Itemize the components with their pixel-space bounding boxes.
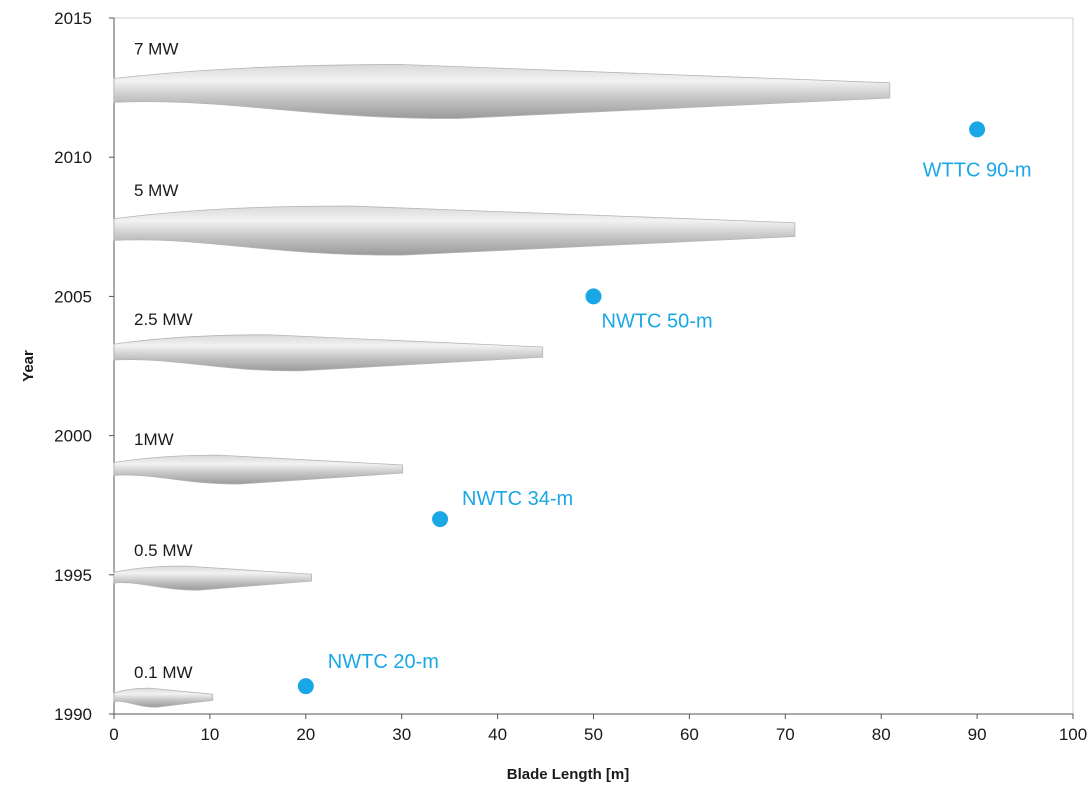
- x-tick-label: 10: [200, 725, 219, 744]
- data-point: [969, 121, 986, 138]
- x-axis-title: Blade Length [m]: [507, 766, 630, 783]
- blade-shape: [113, 565, 312, 591]
- data-point-label: NWTC 50-m: [602, 310, 713, 332]
- y-axis-ticks: 1990 1995 2000 2005 2010 2015: [54, 9, 114, 724]
- blade-label: 2.5 MW: [134, 310, 193, 329]
- blade-shape: [113, 205, 796, 256]
- data-point-label: WTTC 90-m: [923, 159, 1032, 181]
- x-tick-label: 20: [296, 725, 315, 744]
- blade-label: 7 MW: [134, 39, 178, 58]
- x-tick-label: 50: [584, 725, 603, 744]
- data-points: NWTC 20-m NWTC 34-m NWTC 50-m WTTC 90-m: [297, 121, 1032, 695]
- x-tick-label: 80: [872, 725, 891, 744]
- blade-shape: [113, 454, 404, 485]
- y-axis-title: Year: [20, 350, 37, 382]
- x-tick-label: 100: [1059, 725, 1087, 744]
- blade-shape: [113, 334, 544, 372]
- blade-label: 5 MW: [134, 181, 178, 200]
- y-tick-label: 2015: [54, 9, 92, 28]
- x-tick-label: 30: [392, 725, 411, 744]
- x-tick-label: 70: [776, 725, 795, 744]
- data-point-label: NWTC 20-m: [328, 651, 439, 673]
- y-tick-label: 2000: [54, 427, 92, 446]
- y-tick-label: 2005: [54, 287, 92, 306]
- x-tick-label: 60: [680, 725, 699, 744]
- y-tick-label: 2010: [54, 148, 92, 167]
- blade-label: 0.1 MW: [134, 663, 193, 682]
- blade-shape: [113, 64, 891, 119]
- x-tick-label: 90: [968, 725, 987, 744]
- data-point: [432, 511, 449, 528]
- x-axis-ticks: 0 10 20 30 40 50 60 70 80 90 100: [109, 714, 1087, 744]
- x-tick-label: 0: [109, 725, 118, 744]
- blade-label: 0.5 MW: [134, 541, 193, 560]
- data-point: [585, 288, 602, 305]
- x-tick-label: 40: [488, 725, 507, 744]
- data-point: [297, 678, 314, 695]
- y-tick-label: 1990: [54, 705, 92, 724]
- data-point-label: NWTC 34-m: [462, 488, 573, 510]
- blade-shape: [113, 687, 214, 708]
- blade-profiles: 0.1 MW 0.5 MW 1MW 2.5 MW 5 MW 7 MW: [113, 39, 891, 708]
- blade-label: 1MW: [134, 430, 174, 449]
- y-tick-label: 1995: [54, 566, 92, 585]
